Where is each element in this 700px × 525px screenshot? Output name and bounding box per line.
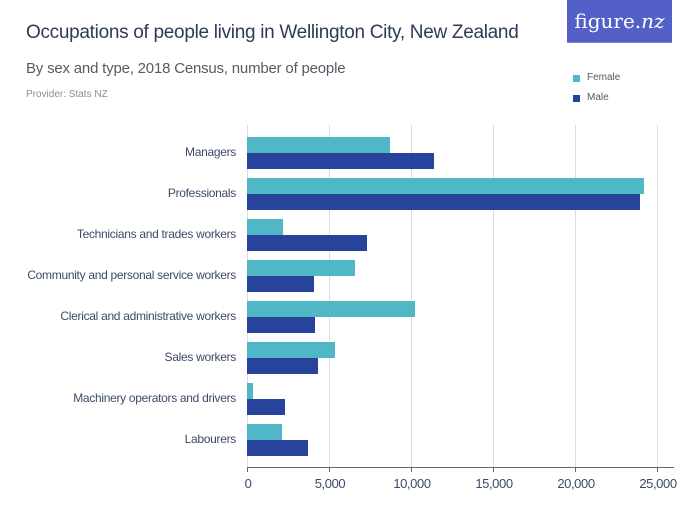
category-label: Clerical and administrative workers [60, 309, 236, 323]
logo-text: figure. [574, 9, 642, 33]
bar-male[interactable] [247, 440, 308, 456]
bar-female[interactable] [247, 342, 335, 358]
bar-female[interactable] [247, 260, 355, 276]
x-axis-line [247, 467, 674, 468]
bar-female[interactable] [247, 301, 415, 317]
x-tick-label: 25,000 [639, 476, 677, 491]
gridline [657, 125, 658, 467]
bar-male[interactable] [247, 235, 367, 251]
legend-item-male: Male [573, 87, 620, 107]
chart-title: Occupations of people living in Wellingt… [26, 22, 519, 43]
bar-female[interactable] [247, 178, 644, 194]
x-tick-label: 5,000 [314, 476, 346, 491]
bar-male[interactable] [247, 153, 434, 169]
category-label: Sales workers [164, 350, 237, 364]
male-swatch-icon [573, 95, 580, 102]
gridline [575, 125, 576, 467]
gridline [493, 125, 494, 467]
category-label: Community and personal service workers [27, 268, 236, 282]
x-tick [329, 467, 330, 472]
bar-male[interactable] [247, 194, 640, 210]
x-tick [493, 467, 494, 472]
category-label: Machinery operators and drivers [73, 391, 236, 405]
x-tick-label: 15,000 [475, 476, 513, 491]
legend-label: Male [587, 91, 609, 103]
bar-female[interactable] [247, 219, 283, 235]
legend-label: Female [587, 71, 621, 83]
category-label: Professionals [167, 186, 236, 200]
figure-nz-logo[interactable]: figure. nz [567, 0, 672, 43]
category-label: Labourers [184, 432, 237, 446]
bar-male[interactable] [247, 276, 314, 292]
y-axis-line [247, 125, 248, 467]
legend: Female Male [573, 67, 620, 107]
gridline [411, 125, 412, 467]
legend-item-female: Female [573, 67, 620, 87]
bar-male[interactable] [247, 399, 285, 415]
x-tick-label: 0 [244, 476, 252, 491]
x-tick [657, 467, 658, 472]
x-tick [575, 467, 576, 472]
bar-female[interactable] [247, 383, 253, 399]
x-tick-label: 20,000 [557, 476, 595, 491]
x-tick-label: 10,000 [393, 476, 431, 491]
chart-subtitle: By sex and type, 2018 Census, number of … [26, 60, 346, 77]
category-label: Managers [185, 145, 236, 159]
gridline [329, 125, 330, 467]
logo-nz-text: nz [641, 9, 665, 33]
bar-male[interactable] [247, 317, 315, 333]
bar-female[interactable] [247, 424, 282, 440]
provider-note: Provider: Stats NZ [26, 89, 108, 100]
bar-male[interactable] [247, 358, 318, 374]
category-label: Technicians and trades workers [76, 227, 236, 241]
x-tick [247, 467, 248, 472]
bar-female[interactable] [247, 137, 390, 153]
x-tick [411, 467, 412, 472]
female-swatch-icon [573, 75, 580, 82]
